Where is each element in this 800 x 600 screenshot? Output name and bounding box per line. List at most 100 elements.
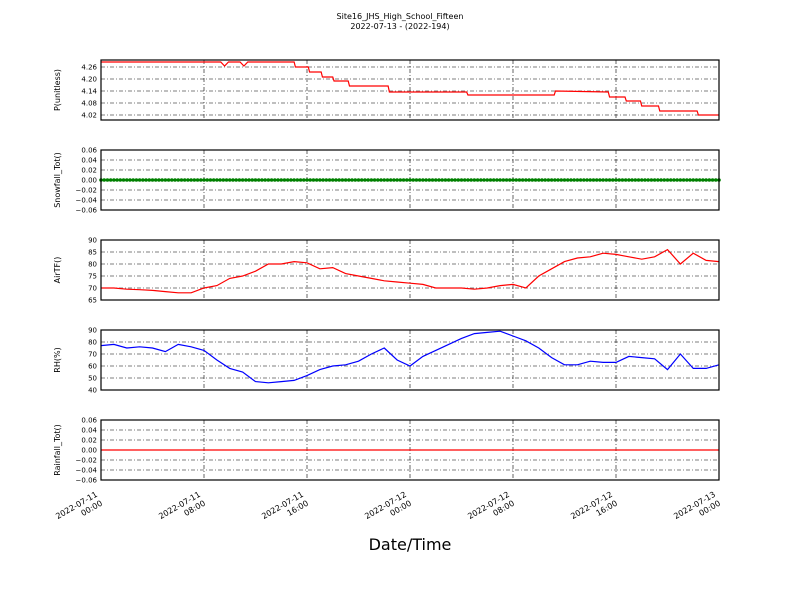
data-point [395, 178, 399, 182]
data-point [408, 178, 412, 182]
data-point [379, 178, 383, 182]
series-line [101, 248, 720, 294]
data-point [491, 178, 496, 182]
y-axis-label: AirTF() [53, 257, 62, 284]
data-point [427, 178, 432, 182]
data-point [198, 178, 203, 182]
data-point [144, 178, 148, 182]
data-point [392, 178, 396, 182]
data-point [308, 178, 313, 182]
y-tick-label: 0.02 [81, 167, 97, 175]
data-point [443, 178, 448, 182]
data-point [540, 178, 544, 182]
y-tick-label: 70 [88, 285, 97, 293]
series-line [101, 61, 719, 116]
data-point [617, 178, 622, 182]
data-point [118, 178, 123, 182]
y-tick-label: 4.20 [81, 76, 97, 84]
data-point [594, 178, 599, 182]
data-point [652, 178, 657, 182]
data-point [321, 178, 325, 182]
data-point [234, 178, 238, 182]
data-point [495, 178, 499, 182]
data-point [549, 178, 554, 182]
data-point [607, 178, 612, 182]
data-point [472, 178, 477, 182]
y-tick-label: 80 [88, 339, 97, 347]
data-point [659, 178, 663, 182]
data-point [639, 178, 644, 182]
data-point [134, 178, 139, 182]
y-tick-label: −0.04 [76, 197, 98, 205]
data-point [433, 178, 438, 182]
data-point [398, 178, 403, 182]
data-point [543, 178, 547, 182]
data-point [511, 178, 515, 182]
plot-frame [100, 239, 720, 301]
data-point [582, 178, 586, 182]
data-point [488, 178, 493, 182]
data-point [137, 178, 142, 182]
data-point [520, 178, 525, 182]
data-point [556, 178, 560, 182]
y-tick-label: 4.08 [81, 100, 97, 108]
data-point [646, 178, 650, 182]
data-point [446, 178, 451, 182]
data-point [260, 178, 264, 182]
data-point [562, 178, 567, 182]
data-point [707, 178, 712, 182]
data-point [231, 178, 235, 182]
data-point [273, 178, 277, 182]
data-point [263, 178, 267, 182]
y-tick-label: 0.04 [81, 157, 97, 165]
data-point [221, 178, 226, 182]
data-point [337, 178, 341, 182]
data-point [314, 178, 319, 182]
data-point [627, 178, 631, 182]
data-point [536, 178, 541, 182]
data-point [569, 178, 573, 182]
data-point [115, 178, 119, 182]
data-point [141, 178, 145, 182]
panel-1: −0.06 −0.04 −0.02 0.00 0.02 0.04 0.06 Snowfall_… [53, 147, 721, 215]
data-point [269, 178, 274, 182]
plot-frame [100, 59, 720, 121]
data-point [240, 178, 245, 182]
data-point [662, 178, 667, 182]
data-point [649, 178, 654, 182]
data-point [578, 178, 583, 182]
data-point [247, 178, 251, 182]
data-point [153, 178, 158, 182]
data-point [189, 178, 193, 182]
data-point [218, 178, 222, 182]
data-point [282, 178, 287, 182]
data-point [404, 178, 409, 182]
data-point [527, 178, 531, 182]
data-point [713, 178, 718, 182]
data-point [507, 178, 512, 182]
data-point [266, 178, 271, 182]
data-point [620, 178, 625, 182]
data-point [366, 178, 370, 182]
data-point [601, 178, 605, 182]
data-point [131, 178, 135, 182]
data-point [170, 178, 174, 182]
data-point [356, 178, 361, 182]
data-point [575, 178, 580, 182]
data-point [630, 178, 634, 182]
y-tick-label: 0.06 [81, 417, 97, 425]
y-tick-label: −0.02 [76, 457, 97, 465]
y-tick-label: −0.04 [76, 467, 98, 475]
data-point [665, 178, 670, 182]
data-point [572, 178, 576, 182]
data-point [179, 178, 184, 182]
panel-3: 40 50 60 70 80 90 RH(%) [53, 327, 720, 395]
data-point [124, 178, 129, 182]
data-point [211, 178, 216, 182]
